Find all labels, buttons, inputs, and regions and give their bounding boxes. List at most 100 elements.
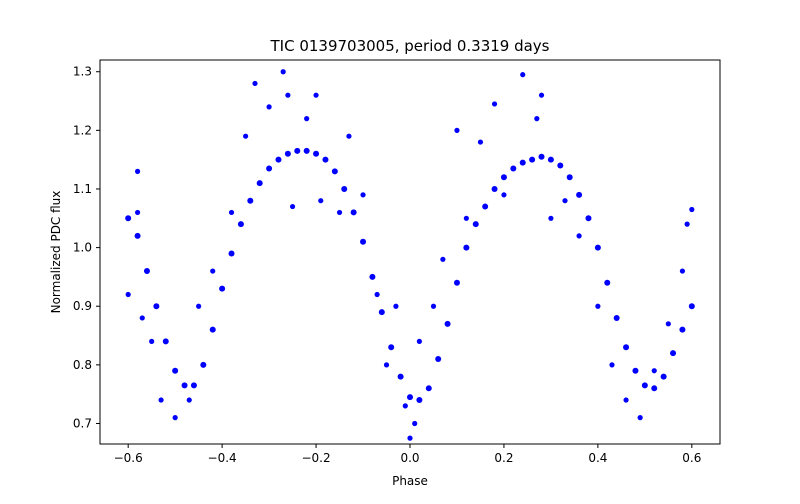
data-point [444, 320, 451, 327]
outlier-point [623, 397, 629, 403]
data-point [435, 355, 442, 362]
data-point [134, 232, 141, 239]
outlier-point [534, 116, 540, 122]
data-point [491, 185, 498, 192]
outlier-point [336, 209, 343, 216]
data-point [453, 279, 460, 286]
outlier-point [393, 303, 399, 309]
outlier-point [243, 133, 249, 139]
data-point [585, 215, 592, 222]
data-point [247, 197, 254, 204]
chart-title: TIC 0139703005, period 0.3319 days [269, 37, 549, 55]
outlier-point [440, 256, 446, 262]
data-point [256, 180, 263, 187]
outlier-point [346, 133, 352, 139]
outlier-point [360, 192, 366, 198]
data-point [219, 285, 226, 292]
outlier-point [548, 215, 554, 221]
plot-background [100, 60, 720, 444]
outlier-point [252, 80, 258, 87]
data-point [125, 215, 132, 222]
data-point [566, 174, 573, 181]
x-tick-label: 0.2 [494, 451, 513, 465]
data-point [143, 268, 150, 275]
data-point [416, 397, 423, 404]
x-tick-label: −0.6 [114, 451, 143, 465]
data-point [228, 250, 235, 257]
y-tick-label: 0.9 [73, 299, 92, 313]
x-axis-label: Phase [392, 474, 428, 488]
outlier-point [266, 104, 272, 110]
outlier-point [576, 233, 582, 239]
data-point [162, 338, 169, 345]
y-tick-label: 1.1 [73, 182, 92, 196]
data-point [378, 309, 385, 316]
data-point [632, 367, 639, 374]
outlier-point [520, 72, 526, 78]
x-axis-ticks: −0.6 −0.4 −0.2 0.0 0.2 0.4 0.6 [114, 444, 701, 465]
outlier-point [412, 420, 418, 427]
data-point [303, 147, 310, 154]
x-tick-label: 0.0 [400, 451, 419, 465]
outlier-point [304, 116, 310, 122]
data-point [519, 159, 526, 166]
data-point [482, 203, 489, 210]
outlier-point [463, 215, 469, 221]
data-point [209, 326, 216, 333]
data-point [576, 191, 583, 198]
data-point [547, 156, 554, 163]
outlier-point [196, 303, 202, 309]
data-point [369, 273, 376, 280]
data-point [613, 314, 620, 321]
outlier-point [383, 362, 390, 368]
outlier-point [139, 315, 145, 321]
data-point [341, 185, 348, 192]
outlier-point [134, 168, 141, 174]
data-point [538, 153, 545, 160]
data-point [407, 394, 413, 401]
outlier-point [280, 69, 286, 75]
outlier-point [562, 198, 568, 204]
data-point [284, 150, 291, 157]
outlier-point [684, 221, 690, 227]
x-tick-label: 0.6 [682, 451, 701, 465]
outlier-point [318, 198, 324, 204]
outlier-point [477, 139, 484, 145]
data-point [679, 326, 686, 333]
data-point [641, 382, 648, 389]
outlier-point [285, 92, 291, 98]
outlier-point [402, 403, 408, 409]
data-point [670, 350, 677, 357]
data-point [472, 221, 479, 228]
outlier-point [186, 397, 192, 403]
outlier-point [637, 415, 643, 421]
outlier-point [538, 92, 545, 98]
data-point [594, 244, 601, 251]
outlier-point [289, 203, 296, 210]
outlier-point [134, 209, 141, 216]
outlier-point [609, 362, 615, 368]
outlier-point [689, 206, 695, 213]
data-point [350, 209, 357, 216]
data-point [331, 168, 338, 175]
data-point [313, 150, 320, 157]
outlier-point [501, 192, 507, 198]
outlier-point [407, 435, 413, 441]
x-tick-label: −0.4 [208, 451, 237, 465]
data-point [623, 344, 630, 351]
outlier-point [313, 92, 319, 98]
outlier-point [679, 268, 686, 274]
data-point [360, 238, 367, 245]
data-point [388, 344, 395, 351]
outlier-point [651, 368, 657, 374]
outlier-point [228, 209, 235, 216]
y-tick-label: 1.2 [73, 123, 92, 137]
outlier-point [430, 303, 437, 309]
data-point [153, 303, 160, 310]
data-point [237, 221, 244, 228]
data-point [172, 367, 179, 374]
data-point [275, 156, 282, 163]
data-point [322, 156, 329, 163]
